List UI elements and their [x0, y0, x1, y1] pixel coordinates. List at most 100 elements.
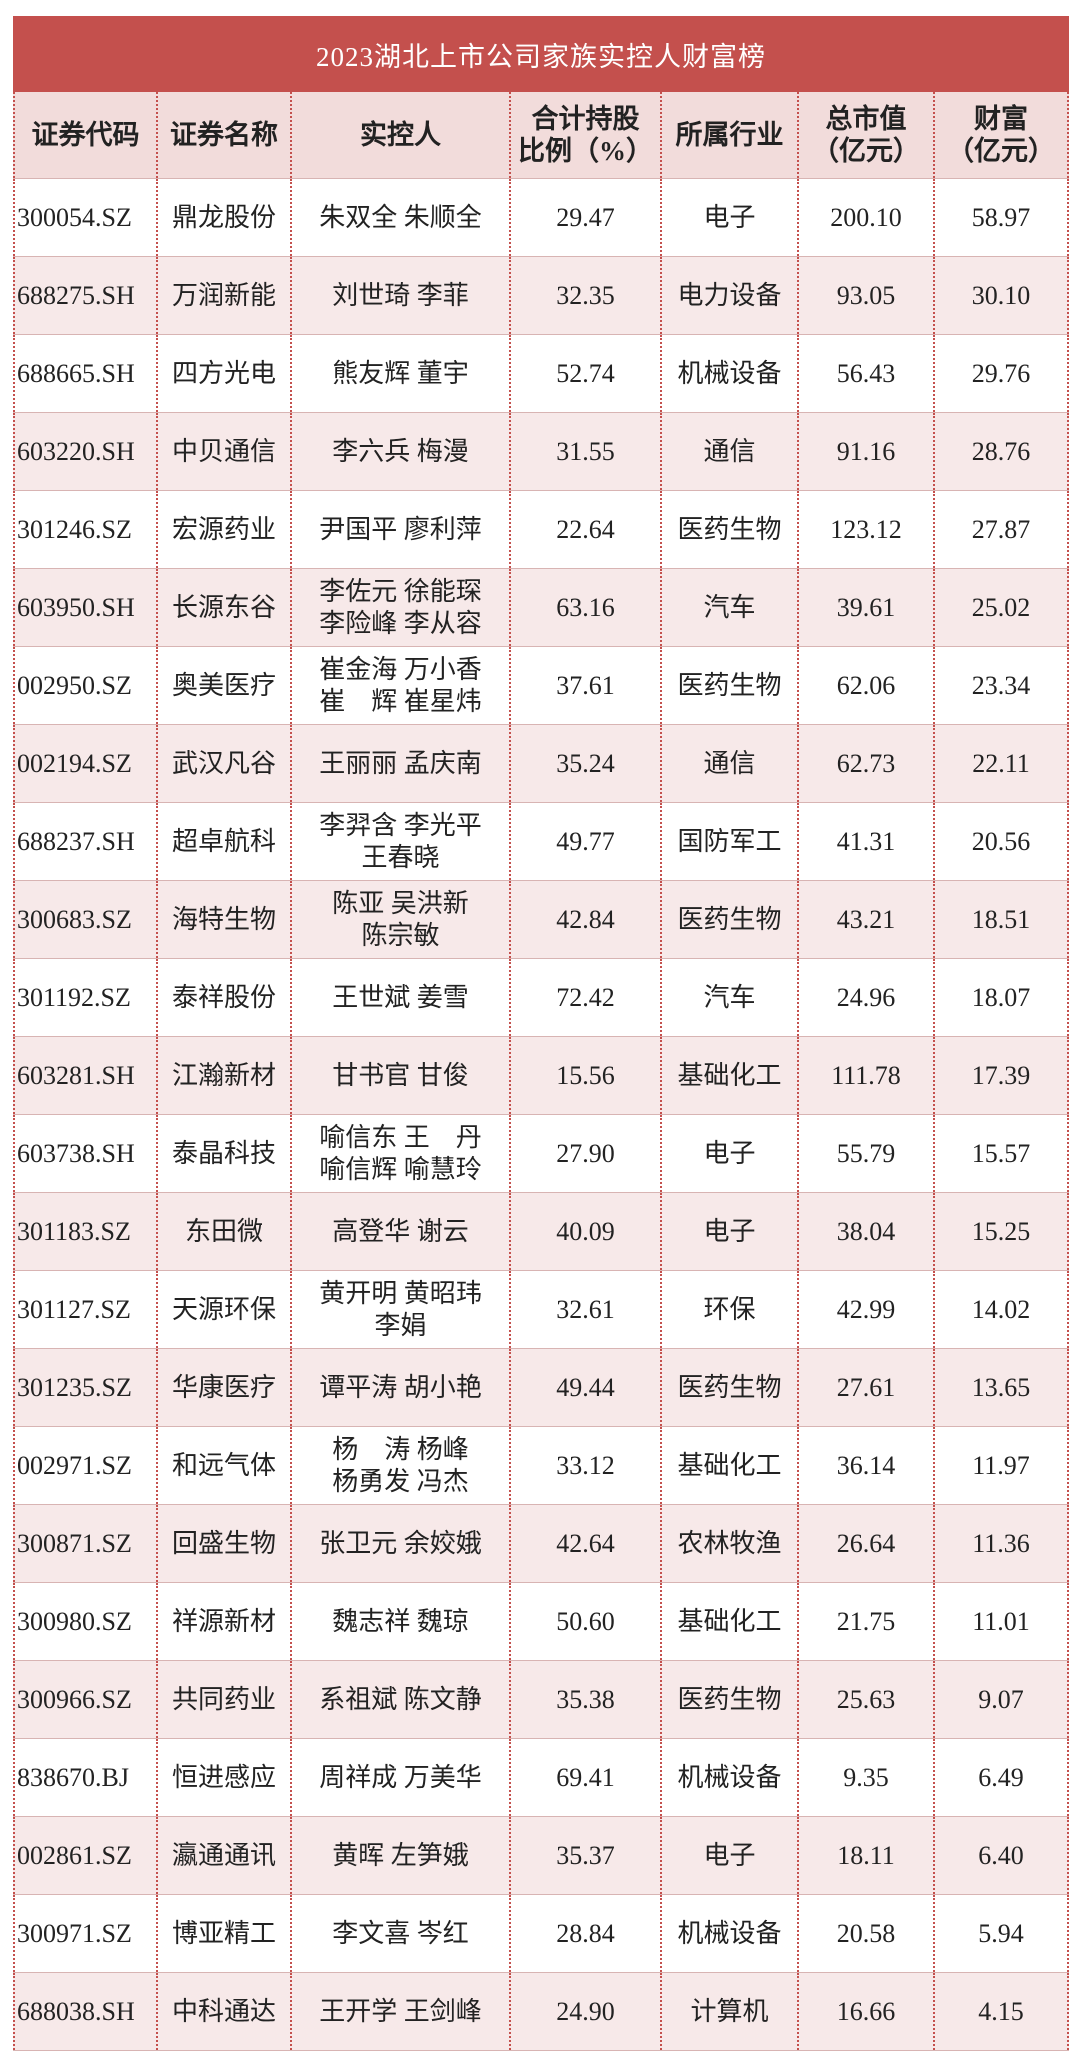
table-cell: 43.21: [799, 881, 935, 958]
table-cell: 万润新能: [158, 257, 292, 334]
table-cell: 200.10: [799, 179, 935, 256]
table-cell: 35.24: [511, 725, 662, 802]
table-cell: 四方光电: [158, 335, 292, 412]
table-row: 301192.SZ 泰祥股份 王世斌 姜雪 72.42 汽车 24.96 18.07: [13, 959, 1069, 1037]
table-cell: 69.41: [511, 1739, 662, 1816]
table-row: 688665.SH 四方光电 熊友辉 董宇 52.74 机械设备 56.43 29.76: [13, 335, 1069, 413]
table-cell: 27.87: [935, 491, 1069, 568]
table-cell: 27.61: [799, 1349, 935, 1426]
table-cell: 301192.SZ: [13, 959, 158, 1036]
table-cell: 5.94: [935, 1895, 1069, 1972]
table-cell: 25.63: [799, 1661, 935, 1738]
table-cell: 王世斌 姜雪: [292, 959, 511, 1036]
table-cell: 62.73: [799, 725, 935, 802]
table-cell: 688038.SH: [13, 1973, 158, 2050]
table-cell: 26.64: [799, 1505, 935, 1582]
table-cell: 博亚精工: [158, 1895, 292, 1972]
table-cell: 603950.SH: [13, 569, 158, 646]
table-row: 603281.SH 江瀚新材 甘书官 甘俊 15.56 基础化工 111.78 17.39: [13, 1037, 1069, 1115]
table-cell: 15.56: [511, 1037, 662, 1114]
table-cell: 50.60: [511, 1583, 662, 1660]
header-cell: 总市值 （亿元）: [799, 92, 935, 178]
table-cell: 838670.BJ: [13, 1739, 158, 1816]
table-cell: 111.78: [799, 1037, 935, 1114]
table-row: 300054.SZ 鼎龙股份 朱双全 朱顺全 29.47 电子 200.10 58.97: [13, 179, 1069, 257]
table-cell: 603220.SH: [13, 413, 158, 490]
table-cell: 33.12: [511, 1427, 662, 1504]
table-cell: 谭平涛 胡小艳: [292, 1349, 511, 1426]
table-cell: 李羿含 李光平 王春晓: [292, 803, 511, 880]
header-cell: 实控人: [292, 92, 511, 178]
table-cell: 李六兵 梅漫: [292, 413, 511, 490]
table-cell: 电子: [662, 1817, 799, 1894]
table-row: 688237.SH 超卓航科 李羿含 李光平 王春晓 49.77 国防军工 41.31 20…: [13, 803, 1069, 881]
table-cell: 电子: [662, 1193, 799, 1270]
table-cell: 宏源药业: [158, 491, 292, 568]
table-row: 002971.SZ 和远气体杨 涛 杨峰 杨勇发 冯杰 33.12 基础化工 36.14…: [13, 1427, 1069, 1505]
table-cell: 002950.SZ: [13, 647, 158, 724]
table-row: 301127.SZ 天源环保 黄开明 黄昭玮 李娟 32.61 环保 42.99 14.02: [13, 1271, 1069, 1349]
table-cell: 32.35: [511, 257, 662, 334]
table-cell: 28.84: [511, 1895, 662, 1972]
table-cell: 29.47: [511, 179, 662, 256]
table-cell: 电子: [662, 179, 799, 256]
table-cell: 4.15: [935, 1973, 1069, 2050]
table-cell: 11.01: [935, 1583, 1069, 1660]
table-cell: 电子: [662, 1115, 799, 1192]
table-cell: 通信: [662, 725, 799, 802]
table-cell: 41.31: [799, 803, 935, 880]
table-cell: 天源环保: [158, 1271, 292, 1348]
table-cell: 62.06: [799, 647, 935, 724]
table-cell: 28.76: [935, 413, 1069, 490]
table-cell: 6.49: [935, 1739, 1069, 1816]
table-cell: 黄开明 黄昭玮 李娟: [292, 1271, 511, 1348]
table-cell: 300871.SZ: [13, 1505, 158, 1582]
table-cell: 301235.SZ: [13, 1349, 158, 1426]
table-cell: 002971.SZ: [13, 1427, 158, 1504]
table-cell: 21.75: [799, 1583, 935, 1660]
table-cell: 300980.SZ: [13, 1583, 158, 1660]
table-cell: 300966.SZ: [13, 1661, 158, 1738]
table-cell: 24.90: [511, 1973, 662, 2050]
table-cell: 63.16: [511, 569, 662, 646]
table-row: 301246.SZ 宏源药业 尹国平 廖利萍 22.64 医药生物 123.12 27.87: [13, 491, 1069, 569]
table-cell: 医药生物: [662, 1349, 799, 1426]
table-cell: 汽车: [662, 569, 799, 646]
table-cell: 49.44: [511, 1349, 662, 1426]
table-cell: 泰祥股份: [158, 959, 292, 1036]
table-cell: 18.11: [799, 1817, 935, 1894]
table-row: 300683.SZ 海特生物 陈亚 吴洪新 陈宗敏 42.84 医药生物 43.21 18.…: [13, 881, 1069, 959]
table-cell: 37.61: [511, 647, 662, 724]
table-cell: 恒进感应: [158, 1739, 292, 1816]
table-row: 603220.SH 中贝通信 李六兵 梅漫 31.55 通信 91.16 28.76: [13, 413, 1069, 491]
header-cell: 所属行业: [662, 92, 799, 178]
table-cell: 20.56: [935, 803, 1069, 880]
table-cell: 17.39: [935, 1037, 1069, 1114]
table-cell: 崔金海 万小香 崔 辉 崔星炜: [292, 647, 511, 724]
table-row: 688275.SH 万润新能 刘世琦 李菲 32.35 电力设备 93.05 30.10: [13, 257, 1069, 335]
table-cell: 301127.SZ: [13, 1271, 158, 1348]
table-cell: 机械设备: [662, 1895, 799, 1972]
table-cell: 电力设备: [662, 257, 799, 334]
table-cell: 机械设备: [662, 335, 799, 412]
table-cell: 603738.SH: [13, 1115, 158, 1192]
table-cell: 朱双全 朱顺全: [292, 179, 511, 256]
header-row: 证券代码 证券名称 实控人 合计持股 比例（%） 所属行业 总市值 （亿元） 财富 （亿元）: [13, 92, 1069, 179]
table-cell: 魏志祥 魏琼: [292, 1583, 511, 1660]
table-cell: 14.02: [935, 1271, 1069, 1348]
table-cell: 20.58: [799, 1895, 935, 1972]
table-cell: 603281.SH: [13, 1037, 158, 1114]
table-cell: 002861.SZ: [13, 1817, 158, 1894]
table-row: 300980.SZ 祥源新材 魏志祥 魏琼 50.60 基础化工 21.75 11.01: [13, 1583, 1069, 1661]
table-cell: 基础化工: [662, 1583, 799, 1660]
table-cell: 30.10: [935, 257, 1069, 334]
table-cell: 王开学 王剑峰: [292, 1973, 511, 2050]
table-cell: 35.37: [511, 1817, 662, 1894]
table-cell: 基础化工: [662, 1037, 799, 1114]
table-cell: 39.61: [799, 569, 935, 646]
table-cell: 36.14: [799, 1427, 935, 1504]
table-cell: 通信: [662, 413, 799, 490]
table-cell: 688237.SH: [13, 803, 158, 880]
table-cell: 002194.SZ: [13, 725, 158, 802]
